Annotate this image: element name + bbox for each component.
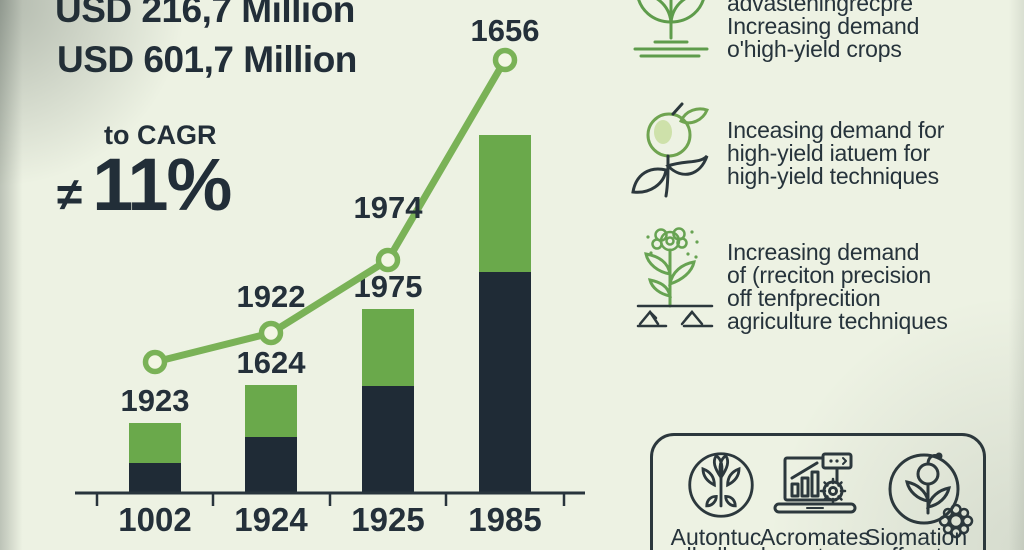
insight-text-1: advasteningrecpre Increasing demand o'hi… xyxy=(727,0,919,61)
cagr-row: ≠ 11% xyxy=(57,148,232,222)
bottom-item-2-label: Acromates xyxy=(760,524,870,550)
bar-dark-segment xyxy=(245,437,297,493)
svg-text:1974: 1974 xyxy=(354,190,424,225)
bar-dark-segment xyxy=(129,463,181,493)
insight-1-line-3: o'high-yield crops xyxy=(727,36,902,62)
bar-green-segment xyxy=(362,309,414,386)
trend-point xyxy=(375,247,401,273)
trend-point xyxy=(258,320,284,346)
insight-3-line-3: off tenfprecition xyxy=(727,285,881,311)
bar-green-segment xyxy=(129,423,181,463)
insight-1-line-1: advasteningrecpre xyxy=(727,0,913,16)
svg-text:1922: 1922 xyxy=(237,279,306,314)
svg-text:1924: 1924 xyxy=(234,501,308,538)
svg-text:1923: 1923 xyxy=(121,383,190,418)
bottom-item-2-sublabel: courctures xyxy=(761,543,868,550)
bottom-item-3-label: Siomation xyxy=(864,524,968,550)
insight-text-2: Inceasing demand for high-yield iatuem f… xyxy=(727,119,944,188)
insight-1-line-2: Increasing demand xyxy=(727,13,920,39)
svg-text:1925: 1925 xyxy=(351,501,424,538)
cagr-value: 11% xyxy=(92,143,232,226)
svg-text:1624: 1624 xyxy=(237,345,307,380)
trend-point xyxy=(492,47,518,73)
svg-text:1656: 1656 xyxy=(471,13,540,48)
plant-gear-icon xyxy=(880,447,976,543)
bar-green-segment xyxy=(479,135,531,272)
not-equal-symbol: ≠ xyxy=(57,168,83,220)
fruit-icon xyxy=(628,100,714,200)
headline-value-2: USD 601,7 Million xyxy=(57,39,357,80)
trend-line xyxy=(151,56,509,366)
insight-2-line-1: Inceasing demand for xyxy=(727,117,945,143)
plant-circle-icon xyxy=(685,449,757,521)
bottom-item-1-label: Autontuc xyxy=(670,524,762,550)
laptop-chart-icon xyxy=(771,452,859,518)
insight-3-line-1: Increasing demand xyxy=(727,239,920,265)
insight-2-line-2: high-yield iatuem for xyxy=(727,140,930,166)
bar-dark-segment xyxy=(362,386,414,493)
flower-icon xyxy=(630,226,720,332)
bottom-legend-panel: Autontuc adbulland xyxy=(650,433,986,550)
svg-text:1985: 1985 xyxy=(468,501,541,538)
headline-value-1: USD 216,7 Million xyxy=(55,0,355,30)
trend-point xyxy=(142,349,168,375)
bottom-item-1-sublabel: adbulland xyxy=(666,543,766,550)
cagr-label: to CAGR xyxy=(104,120,217,150)
bar-green-segment xyxy=(245,385,297,437)
svg-text:1002: 1002 xyxy=(118,501,191,538)
insight-text-3: Increasing demand of (rreciton precision… xyxy=(727,241,948,333)
bar-dark-segment xyxy=(479,272,531,493)
insight-2-line-3: high-yield techniques xyxy=(727,163,939,189)
seedling-icon xyxy=(629,0,713,64)
bottom-item-3-sublabel: off outs xyxy=(878,543,953,550)
insight-3-line-4: agriculture techniques xyxy=(727,308,948,334)
insight-3-line-2: of (rreciton precision xyxy=(727,262,931,288)
